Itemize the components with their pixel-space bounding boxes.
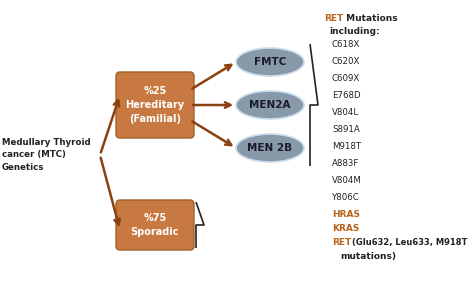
Text: E768D: E768D — [332, 91, 361, 100]
Text: HRAS: HRAS — [332, 210, 360, 219]
Ellipse shape — [236, 48, 304, 76]
Text: FMTC: FMTC — [254, 57, 286, 67]
Text: Y806C: Y806C — [332, 193, 360, 202]
Text: C620X: C620X — [332, 57, 360, 66]
Text: C609X: C609X — [332, 74, 360, 83]
Text: %75
Sporadic: %75 Sporadic — [131, 213, 179, 237]
Text: M918T: M918T — [332, 142, 361, 151]
Text: S891A: S891A — [332, 125, 360, 134]
Text: KRAS: KRAS — [332, 224, 359, 233]
Text: V804L: V804L — [332, 108, 359, 117]
Text: (Glu632, Leu633, M918T: (Glu632, Leu633, M918T — [352, 238, 467, 247]
Text: RET: RET — [332, 238, 351, 247]
FancyBboxPatch shape — [116, 72, 194, 138]
Text: Medullary Thyroid
cancer (MTC)
Genetics: Medullary Thyroid cancer (MTC) Genetics — [2, 138, 91, 172]
Text: RET: RET — [324, 14, 343, 23]
Text: V804M: V804M — [332, 176, 362, 185]
Text: including:: including: — [329, 27, 380, 36]
Text: C618X: C618X — [332, 40, 360, 49]
Text: %25
Hereditary
(Familial): %25 Hereditary (Familial) — [126, 86, 184, 124]
FancyBboxPatch shape — [116, 200, 194, 250]
Text: A883F: A883F — [332, 159, 359, 168]
Ellipse shape — [236, 134, 304, 162]
Text: MEN 2B: MEN 2B — [247, 143, 292, 153]
Ellipse shape — [236, 91, 304, 119]
Text: MEN2A: MEN2A — [249, 100, 291, 110]
Text: mutations): mutations) — [340, 252, 396, 261]
Text: Mutations: Mutations — [343, 14, 398, 23]
